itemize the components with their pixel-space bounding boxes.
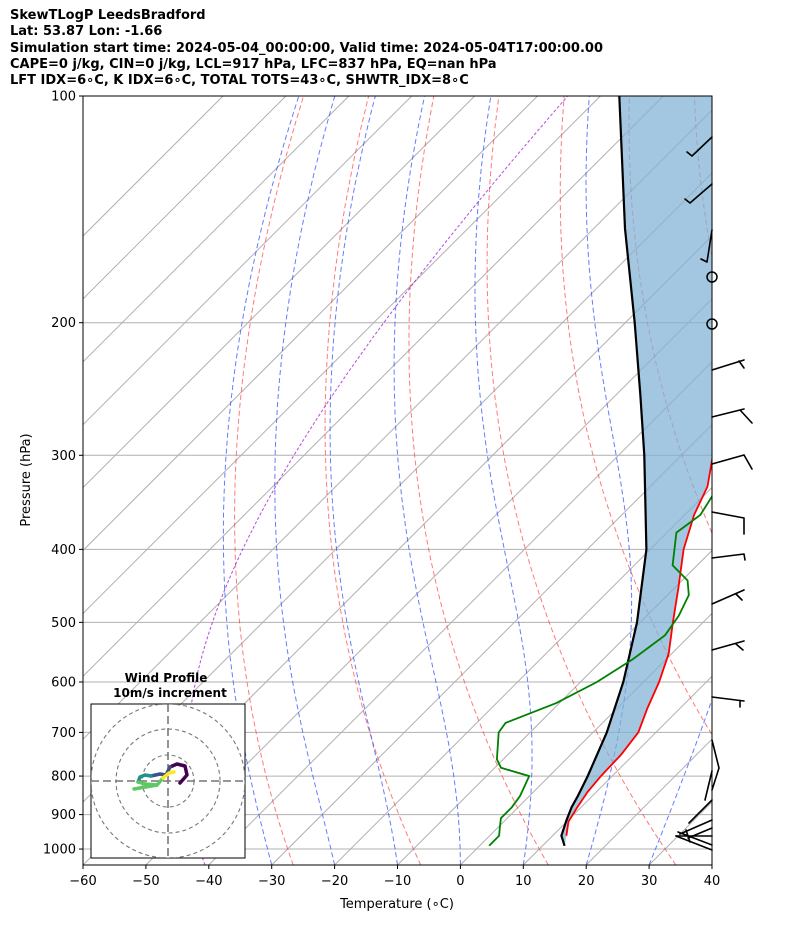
- x-tick-label: 10: [515, 874, 532, 889]
- moist-adiabat: [474, 96, 533, 865]
- wind-barb: [711, 408, 753, 424]
- wind-barb: [711, 696, 745, 708]
- hodograph-segment: [161, 770, 176, 780]
- title-indices-lifted: LFT IDX=6∘C, K IDX=6∘C, TOTAL TOTS=43∘C,…: [10, 73, 469, 89]
- wind-barb: [711, 359, 745, 371]
- y-tick-label: 800: [51, 770, 76, 785]
- dry-adiabat: [760, 96, 794, 865]
- isotherm-line: [522, 675, 712, 865]
- x-axis-label: Temperature (∘C): [339, 897, 454, 912]
- y-tick-label: 100: [51, 90, 76, 105]
- dry-adiabat: [559, 96, 712, 736]
- dry-adiabat: [324, 96, 422, 865]
- title-times: Simulation start time: 2024-05-04_00:00:…: [10, 40, 603, 56]
- hodograph-segment: [136, 773, 153, 784]
- isotherm-line: [83, 96, 224, 237]
- wind-barb: [684, 183, 713, 204]
- dry-adiabat: [486, 96, 677, 865]
- isotherm-line: [271, 423, 712, 865]
- parcel-area-shading: [561, 96, 712, 846]
- plot-area: [83, 96, 794, 865]
- x-tick-label: −60: [69, 874, 96, 889]
- x-tick-label: −20: [321, 874, 348, 889]
- title-latlon: Lat: 53.87 Lon: -1.66: [10, 24, 163, 40]
- isotherm-line: [711, 864, 712, 865]
- calm-wind-circle: [706, 271, 718, 283]
- chart-header: SkewTLogP LeedsBradford Lat: 53.87 Lon: …: [10, 8, 603, 89]
- wind-barb: [711, 640, 745, 651]
- isotherm-line: [83, 96, 475, 489]
- y-tick-label: 700: [51, 726, 76, 741]
- wind-barb: [711, 739, 720, 791]
- wind-barb: [711, 454, 753, 470]
- wind-barb: [688, 770, 713, 824]
- isotherm-line: [83, 96, 350, 363]
- moist-adiabat: [222, 96, 300, 865]
- isotherm-line: [397, 549, 712, 865]
- title-station: SkewTLogP LeedsBradford: [10, 8, 206, 23]
- isotherm-line: [145, 298, 712, 865]
- y-axis-label: Pressure (hPa): [19, 433, 34, 526]
- temperature-line: [565, 455, 712, 836]
- y-tick-label: 300: [51, 449, 76, 464]
- dry-adiabat: [408, 96, 549, 865]
- hodograph-segment: [168, 762, 189, 785]
- moist-adiabat: [393, 96, 461, 865]
- inset-content: [91, 704, 245, 858]
- isotherm-line: [460, 612, 712, 865]
- x-tick-label: 30: [641, 874, 658, 889]
- hodograph-segment: [132, 783, 159, 791]
- wind-barb: [675, 831, 713, 846]
- x-tick-label: 20: [578, 874, 595, 889]
- y-tick-label: 500: [51, 616, 76, 631]
- moist-adiabat: [648, 698, 712, 865]
- inset-title: Wind Profile: [125, 671, 208, 685]
- isotherm-line: [208, 361, 712, 865]
- x-tick-label: −10: [384, 874, 411, 889]
- x-tick-label: −40: [195, 874, 222, 889]
- parcel-profile-line: [560, 96, 648, 847]
- moist-adiabat: [711, 863, 712, 865]
- y-tick-label: 1000: [43, 843, 76, 858]
- moist-adiabat: [274, 96, 336, 865]
- y-tick-label: 900: [51, 808, 76, 823]
- isotherm-line: [83, 96, 601, 615]
- wind-barb: [675, 829, 713, 851]
- wind-barbs: [675, 136, 753, 851]
- isotherm-line: [83, 96, 413, 426]
- x-tick-label: −50: [132, 874, 159, 889]
- wind-profile-inset: Wind Profile 10m/s increment: [90, 671, 246, 859]
- wind-barb: [711, 553, 746, 561]
- isotherm-line: [83, 96, 664, 678]
- title-indices-cape: CAPE=0 j/kg, CIN=0 j/kg, LCL=917 hPa, LF…: [10, 56, 497, 72]
- hodograph-segment: [149, 765, 172, 778]
- x-tick-label: 0: [456, 874, 464, 889]
- dewpoint-line: [488, 494, 712, 847]
- isotherm-line: [334, 486, 712, 865]
- x-tick-label: 40: [704, 874, 721, 889]
- wind-barb: [700, 229, 713, 263]
- wind-barb: [711, 589, 745, 605]
- isotherm-line: [83, 96, 538, 552]
- y-tick-label: 400: [51, 543, 76, 558]
- x-tick-label: −30: [258, 874, 285, 889]
- y-tick-label: 200: [51, 316, 76, 331]
- isotherm-line: [83, 109, 712, 740]
- calm-wind-circle: [706, 318, 718, 330]
- wind-barb: [711, 511, 745, 535]
- isotherm-line: [83, 96, 287, 300]
- dry-adiabat: [234, 96, 304, 865]
- y-tick-label: 600: [51, 675, 76, 690]
- inset-subtitle: 10m/s increment: [113, 686, 227, 700]
- wind-barb: [686, 136, 713, 157]
- moist-adiabat: [329, 96, 398, 865]
- axes: −60 −50 −40 −30 −20 −10 0 10 20 30 40 100 200 300 400 5…: [43, 90, 720, 890]
